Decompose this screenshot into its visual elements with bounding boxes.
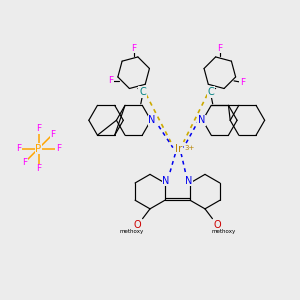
Text: F: F: [131, 44, 136, 52]
Text: N: N: [198, 115, 205, 125]
Text: C: C: [208, 87, 214, 97]
Text: F: F: [217, 44, 222, 52]
Text: N: N: [185, 176, 193, 186]
Text: F: F: [22, 158, 27, 167]
Text: O: O: [134, 220, 141, 230]
Text: 3+: 3+: [184, 145, 195, 151]
Text: N: N: [148, 115, 156, 125]
Text: N: N: [162, 176, 170, 186]
Text: F: F: [109, 76, 114, 85]
Text: F: F: [50, 130, 56, 139]
Text: F: F: [16, 144, 21, 153]
Text: Ir: Ir: [175, 143, 182, 154]
Text: F: F: [36, 124, 41, 133]
Text: methoxy: methoxy: [212, 229, 236, 234]
Text: O: O: [214, 220, 222, 230]
Text: F: F: [240, 78, 245, 87]
Text: F: F: [36, 164, 41, 173]
Text: P: P: [35, 143, 42, 154]
Text: methoxy: methoxy: [119, 229, 143, 234]
Text: F: F: [56, 144, 61, 153]
Text: C: C: [139, 87, 146, 97]
